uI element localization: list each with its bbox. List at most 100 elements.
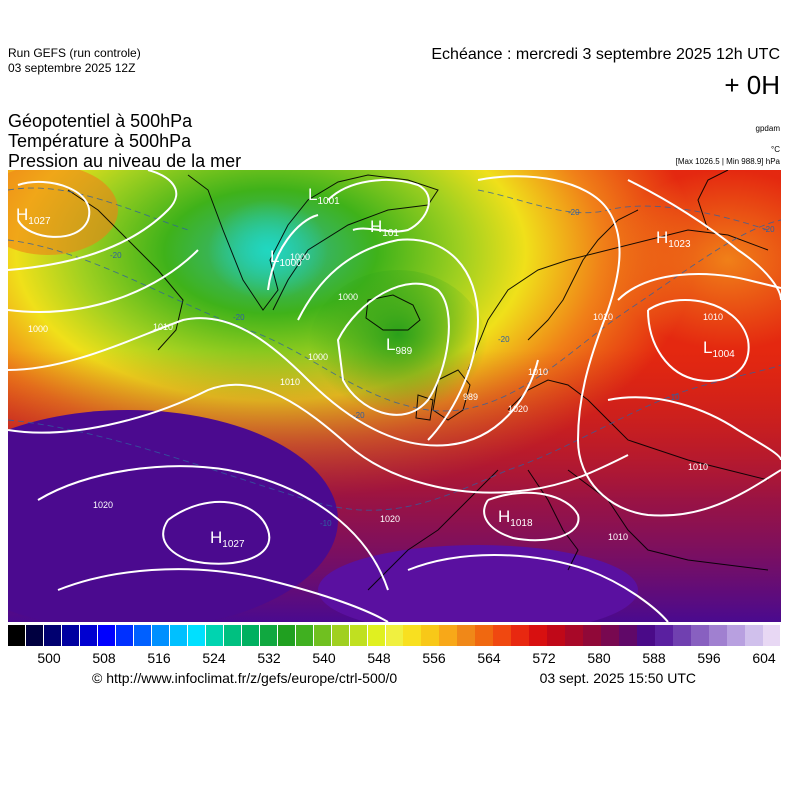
- color-scale-tick: 516: [147, 650, 171, 666]
- isobar-label: 1010: [593, 312, 613, 322]
- color-swatch: [8, 625, 27, 646]
- temperature-label: -20: [233, 313, 245, 322]
- color-swatch: [25, 625, 45, 646]
- color-swatch: [511, 625, 530, 646]
- temperature-label: -20: [110, 251, 122, 260]
- isobar-label: 1010: [703, 312, 723, 322]
- color-swatch: [295, 625, 315, 646]
- color-scale-tick: 564: [477, 650, 501, 666]
- color-swatch: [691, 625, 710, 646]
- color-swatch: [655, 625, 674, 646]
- color-scale-tick: 604: [752, 650, 776, 666]
- color-scale-bar: [8, 625, 782, 646]
- isobar-label: 1000: [308, 352, 328, 362]
- color-scale-tick: 588: [642, 650, 666, 666]
- pressure-center-high: H1023: [656, 228, 691, 250]
- isobar-label: 1020: [93, 500, 113, 510]
- east-warm-area: [608, 170, 781, 350]
- pressure-center-high: H1027: [210, 528, 245, 550]
- weather-map: H1027 L1001 H101 L1000 L989 H1023 L1004 H1018 H1…: [8, 170, 781, 622]
- color-swatch: [457, 625, 476, 646]
- color-swatch: [421, 625, 440, 646]
- isobar-label: 1000: [28, 324, 48, 334]
- color-swatch: [133, 625, 153, 646]
- color-swatch: [385, 625, 404, 646]
- color-swatch: [583, 625, 602, 646]
- title-temperature: Température à 500hPa: [8, 131, 192, 151]
- color-swatch: [61, 625, 81, 646]
- isobars: [8, 170, 781, 622]
- color-swatch: [349, 625, 369, 646]
- color-swatch: [475, 625, 494, 646]
- greenland-cold-core: [208, 200, 328, 300]
- color-swatch: [277, 625, 297, 646]
- color-swatch: [313, 625, 333, 646]
- temperature-label: -10: [320, 519, 332, 528]
- unit-temperature: °C: [771, 145, 780, 154]
- run-label: Run GEFS (run controle): [8, 46, 141, 60]
- source-credit: © http://www.infoclimat.fr/z/gefs/europe…: [92, 670, 398, 686]
- color-scale-tick: 580: [587, 650, 611, 666]
- color-swatch: [673, 625, 692, 646]
- color-swatch: [493, 625, 512, 646]
- color-swatch: [205, 625, 225, 646]
- color-swatch: [331, 625, 351, 646]
- isobar-labels: 1000 1000 1000 1010 1010 1020 1010 1010 …: [28, 252, 723, 542]
- color-swatch: [763, 625, 782, 646]
- unit-pressure: [Max 1026.5 | Min 988.9] hPa: [675, 157, 780, 166]
- color-swatch: [79, 625, 99, 646]
- isobar-label: 1010: [608, 532, 628, 542]
- isobar-label: 1020: [508, 404, 528, 414]
- color-swatch: [637, 625, 656, 646]
- pressure-center-low: L1000: [270, 247, 302, 269]
- isobar-label: 1020: [380, 514, 400, 524]
- temperature-label: -20: [568, 208, 580, 217]
- color-swatch: [259, 625, 279, 646]
- color-swatch: [367, 625, 386, 646]
- color-swatch: [529, 625, 548, 646]
- temperature-label: -20: [498, 335, 510, 344]
- temperature-label: -20: [763, 225, 775, 234]
- color-scale-tick: 540: [312, 650, 336, 666]
- color-swatch: [619, 625, 638, 646]
- color-scale-tick: 500: [37, 650, 61, 666]
- color-swatch: [151, 625, 171, 646]
- iceland-cold-core: [308, 270, 488, 430]
- coastlines: [67, 170, 769, 591]
- temperature-label: -10: [668, 393, 680, 402]
- color-scale-tick: 548: [367, 650, 391, 666]
- color-swatch: [727, 625, 746, 646]
- title-geopotential: Géopotentiel à 500hPa: [8, 111, 193, 131]
- color-scale-tick: 556: [422, 650, 446, 666]
- echeance-label: Echéance : mercredi 3 septembre 2025 12h…: [431, 46, 780, 63]
- pressure-center-low: L1004: [703, 338, 735, 360]
- color-swatch: [403, 625, 422, 646]
- color-scale-tick: 572: [532, 650, 556, 666]
- color-swatch: [709, 625, 728, 646]
- color-swatch: [565, 625, 584, 646]
- pressure-center-high: H1027: [16, 205, 51, 227]
- color-swatch: [169, 625, 189, 646]
- temperature-label: -20: [353, 411, 365, 420]
- color-swatch: [43, 625, 63, 646]
- temperature-labels: -20 -20 -20 -20 -20 -20 -10 -10: [110, 208, 775, 528]
- pressure-center-high: H1018: [498, 507, 533, 529]
- color-scale-tick: 524: [202, 650, 226, 666]
- color-swatch: [745, 625, 764, 646]
- pressure-center-low: L1001: [308, 185, 340, 207]
- title-pressure: Pression au niveau de la mer: [8, 151, 242, 171]
- pressure-center-high: H101: [370, 217, 399, 239]
- color-scale-tick: 508: [92, 650, 116, 666]
- color-swatch: [223, 625, 243, 646]
- forecast-hour: + 0H: [724, 70, 780, 100]
- color-swatch: [241, 625, 261, 646]
- generated-timestamp: 03 sept. 2025 15:50 UTC: [539, 670, 696, 686]
- color-swatch: [547, 625, 566, 646]
- color-swatch: [601, 625, 620, 646]
- isobar-label: 989: [463, 392, 478, 402]
- pressure-centers: H1027 L1001 H101 L1000 L989 H1023 L1004 H1018 H1…: [16, 185, 735, 550]
- isobar-label: 1010: [280, 377, 300, 387]
- isobar-label: 1000: [290, 252, 310, 262]
- isobar-label: 1000: [338, 292, 358, 302]
- color-scale-tick: 532: [257, 650, 281, 666]
